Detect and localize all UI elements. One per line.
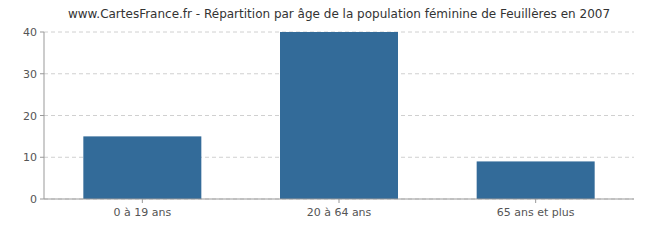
y-tick	[40, 73, 44, 74]
y-tick	[40, 32, 44, 33]
x-tick	[535, 199, 536, 203]
x-tick-label: 0 à 19 ans	[113, 206, 171, 219]
title: www.CartesFrance.fr - Répartition par âg…	[68, 7, 610, 21]
y-tick-label: 20	[23, 110, 37, 123]
y-tick	[40, 199, 44, 200]
x-tick	[142, 199, 143, 203]
y-tick	[40, 115, 44, 116]
chart: www.CartesFrance.fr - Répartition par âg…	[0, 0, 650, 229]
y-tick-label: 30	[23, 68, 37, 81]
y-tick-label: 10	[23, 151, 37, 164]
y-tick-label: 40	[23, 26, 37, 39]
y-tick-label: 0	[30, 193, 37, 206]
bar	[83, 136, 201, 199]
grid	[44, 32, 634, 199]
y-axis	[44, 32, 45, 199]
bar	[477, 161, 595, 199]
x-tick-label: 65 ans et plus	[497, 206, 575, 219]
x-tick	[339, 199, 340, 203]
bar	[280, 32, 398, 199]
x-tick-label: 20 à 64 ans	[307, 206, 372, 219]
y-tick	[40, 157, 44, 158]
